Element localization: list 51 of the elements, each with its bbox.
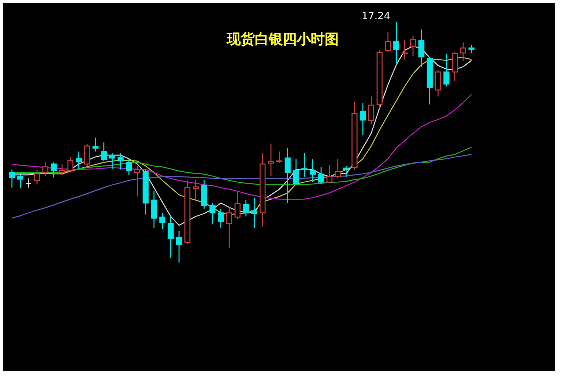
candlestick [268, 143, 274, 177]
candlestick [368, 96, 374, 126]
candlestick [118, 152, 124, 170]
candlestick [76, 151, 82, 170]
candlestick [42, 162, 49, 177]
candlestick [435, 70, 442, 98]
candlestick [101, 142, 108, 162]
candlestick [460, 42, 466, 62]
candlestick [310, 158, 316, 183]
candlestick [84, 144, 90, 167]
candlestick [243, 200, 250, 218]
candlestick [234, 190, 241, 220]
candlestick [360, 102, 366, 136]
candlestick [335, 158, 342, 180]
candlestick [452, 52, 458, 82]
candlestick [68, 156, 74, 174]
candlestick [26, 178, 32, 188]
candlestick [226, 207, 232, 249]
candlestick [9, 169, 16, 188]
candlestick [444, 54, 450, 88]
text: 现货白银四小时图 [226, 32, 339, 48]
candlestick [151, 190, 158, 229]
candlestick [109, 152, 116, 170]
candlestick [410, 36, 416, 57]
candlestick [168, 216, 174, 259]
candlestick [284, 147, 291, 204]
candlestick [160, 212, 166, 230]
candlestick [176, 230, 182, 264]
candlestick [210, 202, 216, 226]
candlestick [193, 179, 200, 200]
candlestick [59, 164, 66, 176]
candlestick [418, 29, 425, 68]
candlestick [134, 166, 141, 198]
candlestick [18, 172, 24, 190]
candlestick [394, 22, 400, 64]
candlestick [34, 170, 40, 185]
candlestick [218, 208, 224, 229]
candlestick [126, 158, 132, 176]
candlestick [251, 197, 258, 229]
candlestick [402, 40, 408, 60]
candlestick [343, 166, 350, 178]
candlestick [326, 164, 333, 184]
candlestick [50, 162, 57, 178]
candlestick [318, 166, 324, 185]
candlestick [276, 151, 283, 164]
candlestick [385, 32, 392, 54]
candlestick [92, 137, 99, 152]
annotation: 17.24 [362, 11, 391, 22]
candlestick [302, 152, 308, 178]
candlestick [201, 179, 208, 210]
candlestick [293, 158, 300, 186]
